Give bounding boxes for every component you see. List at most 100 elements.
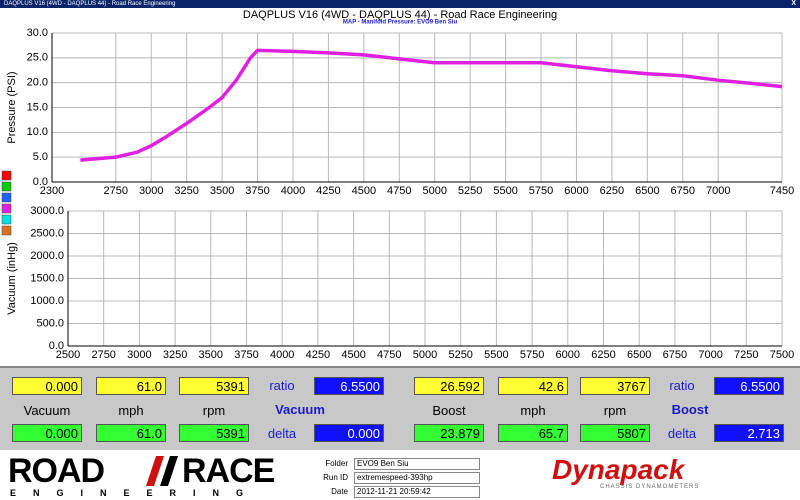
- field-label: Run ID: [323, 473, 348, 482]
- readout: 3767: [580, 377, 650, 395]
- x-tick-label: 4000: [270, 349, 294, 361]
- x-tick-label: 3000: [139, 185, 163, 197]
- x-tick-label: 4500: [341, 349, 365, 361]
- channel-swatch: [1, 225, 12, 236]
- group-title: Vacuum: [275, 402, 325, 417]
- x-tick-label: 3250: [174, 185, 198, 197]
- delta-label: delta: [667, 426, 697, 441]
- y-tick-label: 20.0: [27, 77, 48, 89]
- x-tick-label: 5250: [448, 349, 472, 361]
- x-tick-label: 2300: [40, 185, 64, 197]
- x-tick-label: 4750: [387, 185, 411, 197]
- channel-swatch: [1, 203, 12, 214]
- x-tick-label: 5250: [458, 185, 482, 197]
- x-tick-label: 2750: [91, 349, 115, 361]
- x-tick-label: 7000: [698, 349, 722, 361]
- x-tick-label: 5500: [493, 185, 517, 197]
- title-bar: DAQPLUS V16 (4WD - DAQPLUS 44) - Road Ra…: [0, 0, 800, 8]
- x-tick-label: 3000: [127, 349, 151, 361]
- x-tick-label: 6750: [663, 349, 687, 361]
- y-tick-label: 2500.0: [30, 227, 64, 239]
- x-tick-label: 3500: [199, 349, 223, 361]
- y-tick-label: 15.0: [27, 101, 48, 113]
- readout: 5807: [580, 424, 650, 442]
- x-tick-label: 5500: [484, 349, 508, 361]
- readout: 0.000: [12, 424, 82, 442]
- x-tick-label: 3500: [210, 185, 234, 197]
- y-tick-label: 30.0: [27, 27, 48, 39]
- y-tick-label: 500.0: [36, 317, 64, 329]
- logo-race: RACE: [182, 452, 275, 490]
- x-tick-label: 7450: [770, 185, 794, 197]
- chart-background: [0, 8, 800, 366]
- field-value: 2012-11-21 20:59:42: [354, 486, 480, 498]
- logo-sub: ENGINEERING: [10, 488, 261, 498]
- channel-swatch: [1, 170, 12, 181]
- x-tick-label: 4750: [377, 349, 401, 361]
- ratio-label: ratio: [269, 378, 295, 393]
- y-tick-label: 1500.0: [30, 272, 64, 284]
- x-tick-label: 3750: [234, 349, 258, 361]
- x-tick-label: 5000: [422, 185, 446, 197]
- brand-sub: CHASSIS DYNAMOMETERS: [600, 484, 700, 490]
- x-tick-label: 6000: [556, 349, 580, 361]
- readout: 5391: [179, 424, 249, 442]
- readout: 6.5500: [314, 377, 384, 395]
- x-tick-label: 6750: [671, 185, 695, 197]
- window-title: DAQPLUS V16 (4WD - DAQPLUS 44) - Road Ra…: [4, 1, 176, 7]
- header: Boost: [432, 403, 466, 418]
- chart-subtitle: MAP - Manifold Pressure: EVO9 Ben Siu: [343, 20, 458, 26]
- x-tick-label: 6250: [591, 349, 615, 361]
- x-tick-label: 3250: [163, 349, 187, 361]
- x-tick-label: 4000: [281, 185, 305, 197]
- chart-title: DAQPLUS V16 (4WD - DAQPLUS 44) - Road Ra…: [243, 9, 557, 21]
- x-tick-label: 7250: [734, 349, 758, 361]
- header: rpm: [603, 403, 627, 418]
- x-tick-label: 6500: [627, 349, 651, 361]
- channel-swatch: [1, 181, 12, 192]
- x-tick-label: 5750: [520, 349, 544, 361]
- y-tick-label: 10.0: [27, 126, 48, 138]
- footer: ROAD RACE ENGINEERING Folder EVO9 Ben Si…: [0, 450, 800, 500]
- x-tick-label: 6000: [564, 185, 588, 197]
- readout: 61.0: [96, 377, 166, 395]
- y-axis-label: Vacuum (inHg): [6, 242, 18, 315]
- y-tick-label: 5.0: [33, 151, 48, 163]
- header: mph: [118, 403, 144, 418]
- header: Vacuum: [23, 403, 71, 418]
- brand: Dynapack: [552, 454, 685, 485]
- x-tick-label: 4500: [352, 185, 376, 197]
- field-value: EVO9 Ben Siu: [354, 458, 480, 470]
- y-tick-label: 25.0: [27, 52, 48, 64]
- channel-swatch: [1, 192, 12, 203]
- x-tick-label: 6500: [635, 185, 659, 197]
- delta-label: delta: [267, 426, 297, 441]
- readout: 61.0: [96, 424, 166, 442]
- field-label: Folder: [325, 459, 348, 468]
- x-tick-label: 6250: [600, 185, 624, 197]
- readout: 0.000: [314, 424, 384, 442]
- logo-slashes: [146, 456, 178, 486]
- ratio-label: ratio: [669, 378, 695, 393]
- y-axis-label: Pressure (PSI): [6, 71, 18, 143]
- readout-fields: 0.000 61.0 5391 ratio 6.5500 Vacuum mph …: [0, 368, 800, 448]
- readout: 2.713: [714, 424, 784, 442]
- readout: 65.7: [498, 424, 568, 442]
- readout: 0.000: [12, 377, 82, 395]
- logo-road: ROAD: [8, 452, 105, 490]
- x-tick-label: 5750: [529, 185, 553, 197]
- readout: 6.5500: [714, 377, 784, 395]
- y-tick-label: 1000.0: [30, 295, 64, 307]
- x-tick-label: 5000: [413, 349, 437, 361]
- x-tick-label: 4250: [316, 185, 340, 197]
- x-tick-label: 3750: [245, 185, 269, 197]
- group-title: Boost: [671, 402, 709, 417]
- x-tick-label: 2750: [104, 185, 128, 197]
- header: rpm: [202, 403, 226, 418]
- y-tick-label: 3000.0: [30, 205, 64, 217]
- x-tick-label: 4250: [306, 349, 330, 361]
- close-button[interactable]: X: [791, 0, 796, 7]
- x-tick-label: 7500: [770, 349, 794, 361]
- readout: 5391: [179, 377, 249, 395]
